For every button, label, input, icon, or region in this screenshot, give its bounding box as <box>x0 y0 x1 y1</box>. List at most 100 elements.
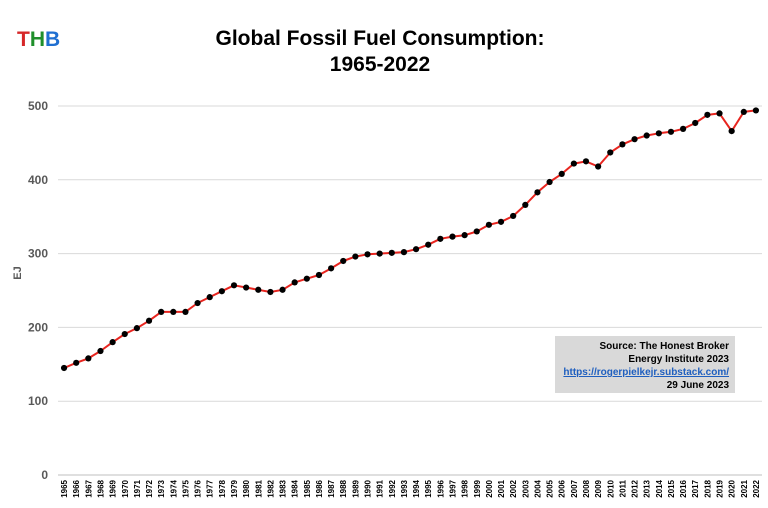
logo-letter-b: B <box>45 28 61 51</box>
data-point <box>412 246 420 253</box>
x-tick-label: 2015 <box>667 479 676 497</box>
data-point <box>182 308 189 316</box>
data-point <box>121 330 128 338</box>
data-point <box>619 141 626 148</box>
x-tick-label: 1979 <box>230 479 239 497</box>
data-point <box>449 233 456 240</box>
x-tick-label: 2016 <box>679 479 688 497</box>
x-tick-label: 2002 <box>509 479 518 497</box>
data-point <box>194 299 201 307</box>
x-tick-label: 1984 <box>291 479 300 497</box>
data-point <box>546 178 553 186</box>
x-tick-label: 1995 <box>424 479 433 497</box>
data-point <box>315 271 323 279</box>
x-tick-label: 1991 <box>376 479 385 497</box>
x-tick-label: 2007 <box>570 479 579 497</box>
data-point <box>255 286 262 293</box>
data-point <box>473 228 480 235</box>
data-point <box>595 163 602 170</box>
data-point <box>692 119 699 127</box>
data-point <box>97 347 104 355</box>
source-box: Source: The Honest Broker Energy Institu… <box>555 336 735 393</box>
y-tick-label: 500 <box>28 99 48 113</box>
x-tick-label: 2018 <box>703 479 712 497</box>
data-point <box>643 132 650 139</box>
x-tick-label: 2010 <box>606 479 615 497</box>
x-tick-label: 1985 <box>303 479 312 497</box>
x-tick-label: 1966 <box>72 479 81 497</box>
data-point <box>631 136 638 143</box>
source-link[interactable]: https://rogerpielkejr.substack.com/ <box>563 367 729 378</box>
data-point <box>267 288 274 296</box>
x-tick-label: 1996 <box>436 479 445 497</box>
x-tick-label: 1981 <box>254 479 263 497</box>
data-point <box>704 111 711 118</box>
source-date: 29 June 2023 <box>666 380 729 391</box>
logo-letter-h: H <box>29 28 45 51</box>
data-point <box>388 249 395 256</box>
x-tick-label: 2006 <box>558 479 567 497</box>
data-point <box>558 170 565 177</box>
x-tick-label: 2017 <box>691 479 700 497</box>
data-point <box>230 282 238 289</box>
data-point <box>680 125 687 132</box>
data-point <box>400 249 408 256</box>
data-point <box>752 107 760 114</box>
x-tick-label: 2008 <box>582 479 591 497</box>
data-point <box>73 359 80 366</box>
x-tick-label: 1978 <box>218 479 227 497</box>
x-tick-label: 2012 <box>631 479 640 497</box>
data-point <box>728 127 735 135</box>
y-tick-label: 0 <box>41 468 48 482</box>
x-tick-label: 1980 <box>242 479 251 497</box>
x-tick-label: 1970 <box>121 479 130 497</box>
x-tick-label: 2001 <box>497 479 506 497</box>
chart-title-line1: Global Fossil Fuel Consumption: <box>215 27 545 50</box>
y-tick-label: 100 <box>28 394 48 408</box>
x-tick-label: 1968 <box>96 479 105 497</box>
data-point <box>534 189 541 196</box>
data-point <box>328 265 335 272</box>
x-tick-label: 1988 <box>339 479 348 497</box>
y-tick-label: 300 <box>28 247 48 261</box>
chart-title: Global Fossil Fuel Consumption: 1965-202… <box>160 26 600 78</box>
data-point <box>655 130 662 137</box>
data-point <box>133 325 140 332</box>
data-point <box>437 235 444 242</box>
x-tick-label: 2020 <box>728 479 737 497</box>
data-point <box>109 339 116 346</box>
data-point <box>667 128 675 135</box>
x-tick-label: 2000 <box>485 479 494 497</box>
x-tick-label: 1975 <box>181 479 190 497</box>
chart-title-line2: 1965-2022 <box>329 53 431 76</box>
x-tick-label: 1990 <box>364 479 373 497</box>
data-point <box>170 308 177 316</box>
data-point <box>570 160 577 167</box>
x-tick-label: 2003 <box>521 479 530 497</box>
x-tick-label: 1977 <box>206 479 215 497</box>
x-tick-label: 2005 <box>546 479 555 497</box>
logo-letter-t: T <box>17 28 30 51</box>
x-tick-label: 1987 <box>327 479 336 497</box>
x-tick-label: 1967 <box>84 479 93 497</box>
data-point <box>145 317 153 324</box>
x-tick-label: 1993 <box>400 479 409 497</box>
x-tick-label: 1998 <box>461 479 470 497</box>
source-line: Source: The Honest Broker <box>599 341 729 352</box>
x-tick-label: 1976 <box>194 479 203 497</box>
x-tick-label: 1965 <box>60 479 69 497</box>
data-point <box>206 294 213 301</box>
x-tick-label: 2011 <box>618 479 627 497</box>
x-tick-label: 1971 <box>133 479 142 497</box>
data-point <box>582 158 590 165</box>
source-publisher: Energy Institute 2023 <box>628 354 729 365</box>
data-point <box>497 218 505 225</box>
thb-logo: THB <box>17 28 60 52</box>
data-point <box>340 257 347 265</box>
data-point <box>510 212 517 220</box>
x-tick-label: 2004 <box>533 479 542 497</box>
data-point <box>485 221 492 228</box>
data-point <box>85 355 92 362</box>
data-point <box>461 232 468 239</box>
data-point <box>607 149 614 156</box>
